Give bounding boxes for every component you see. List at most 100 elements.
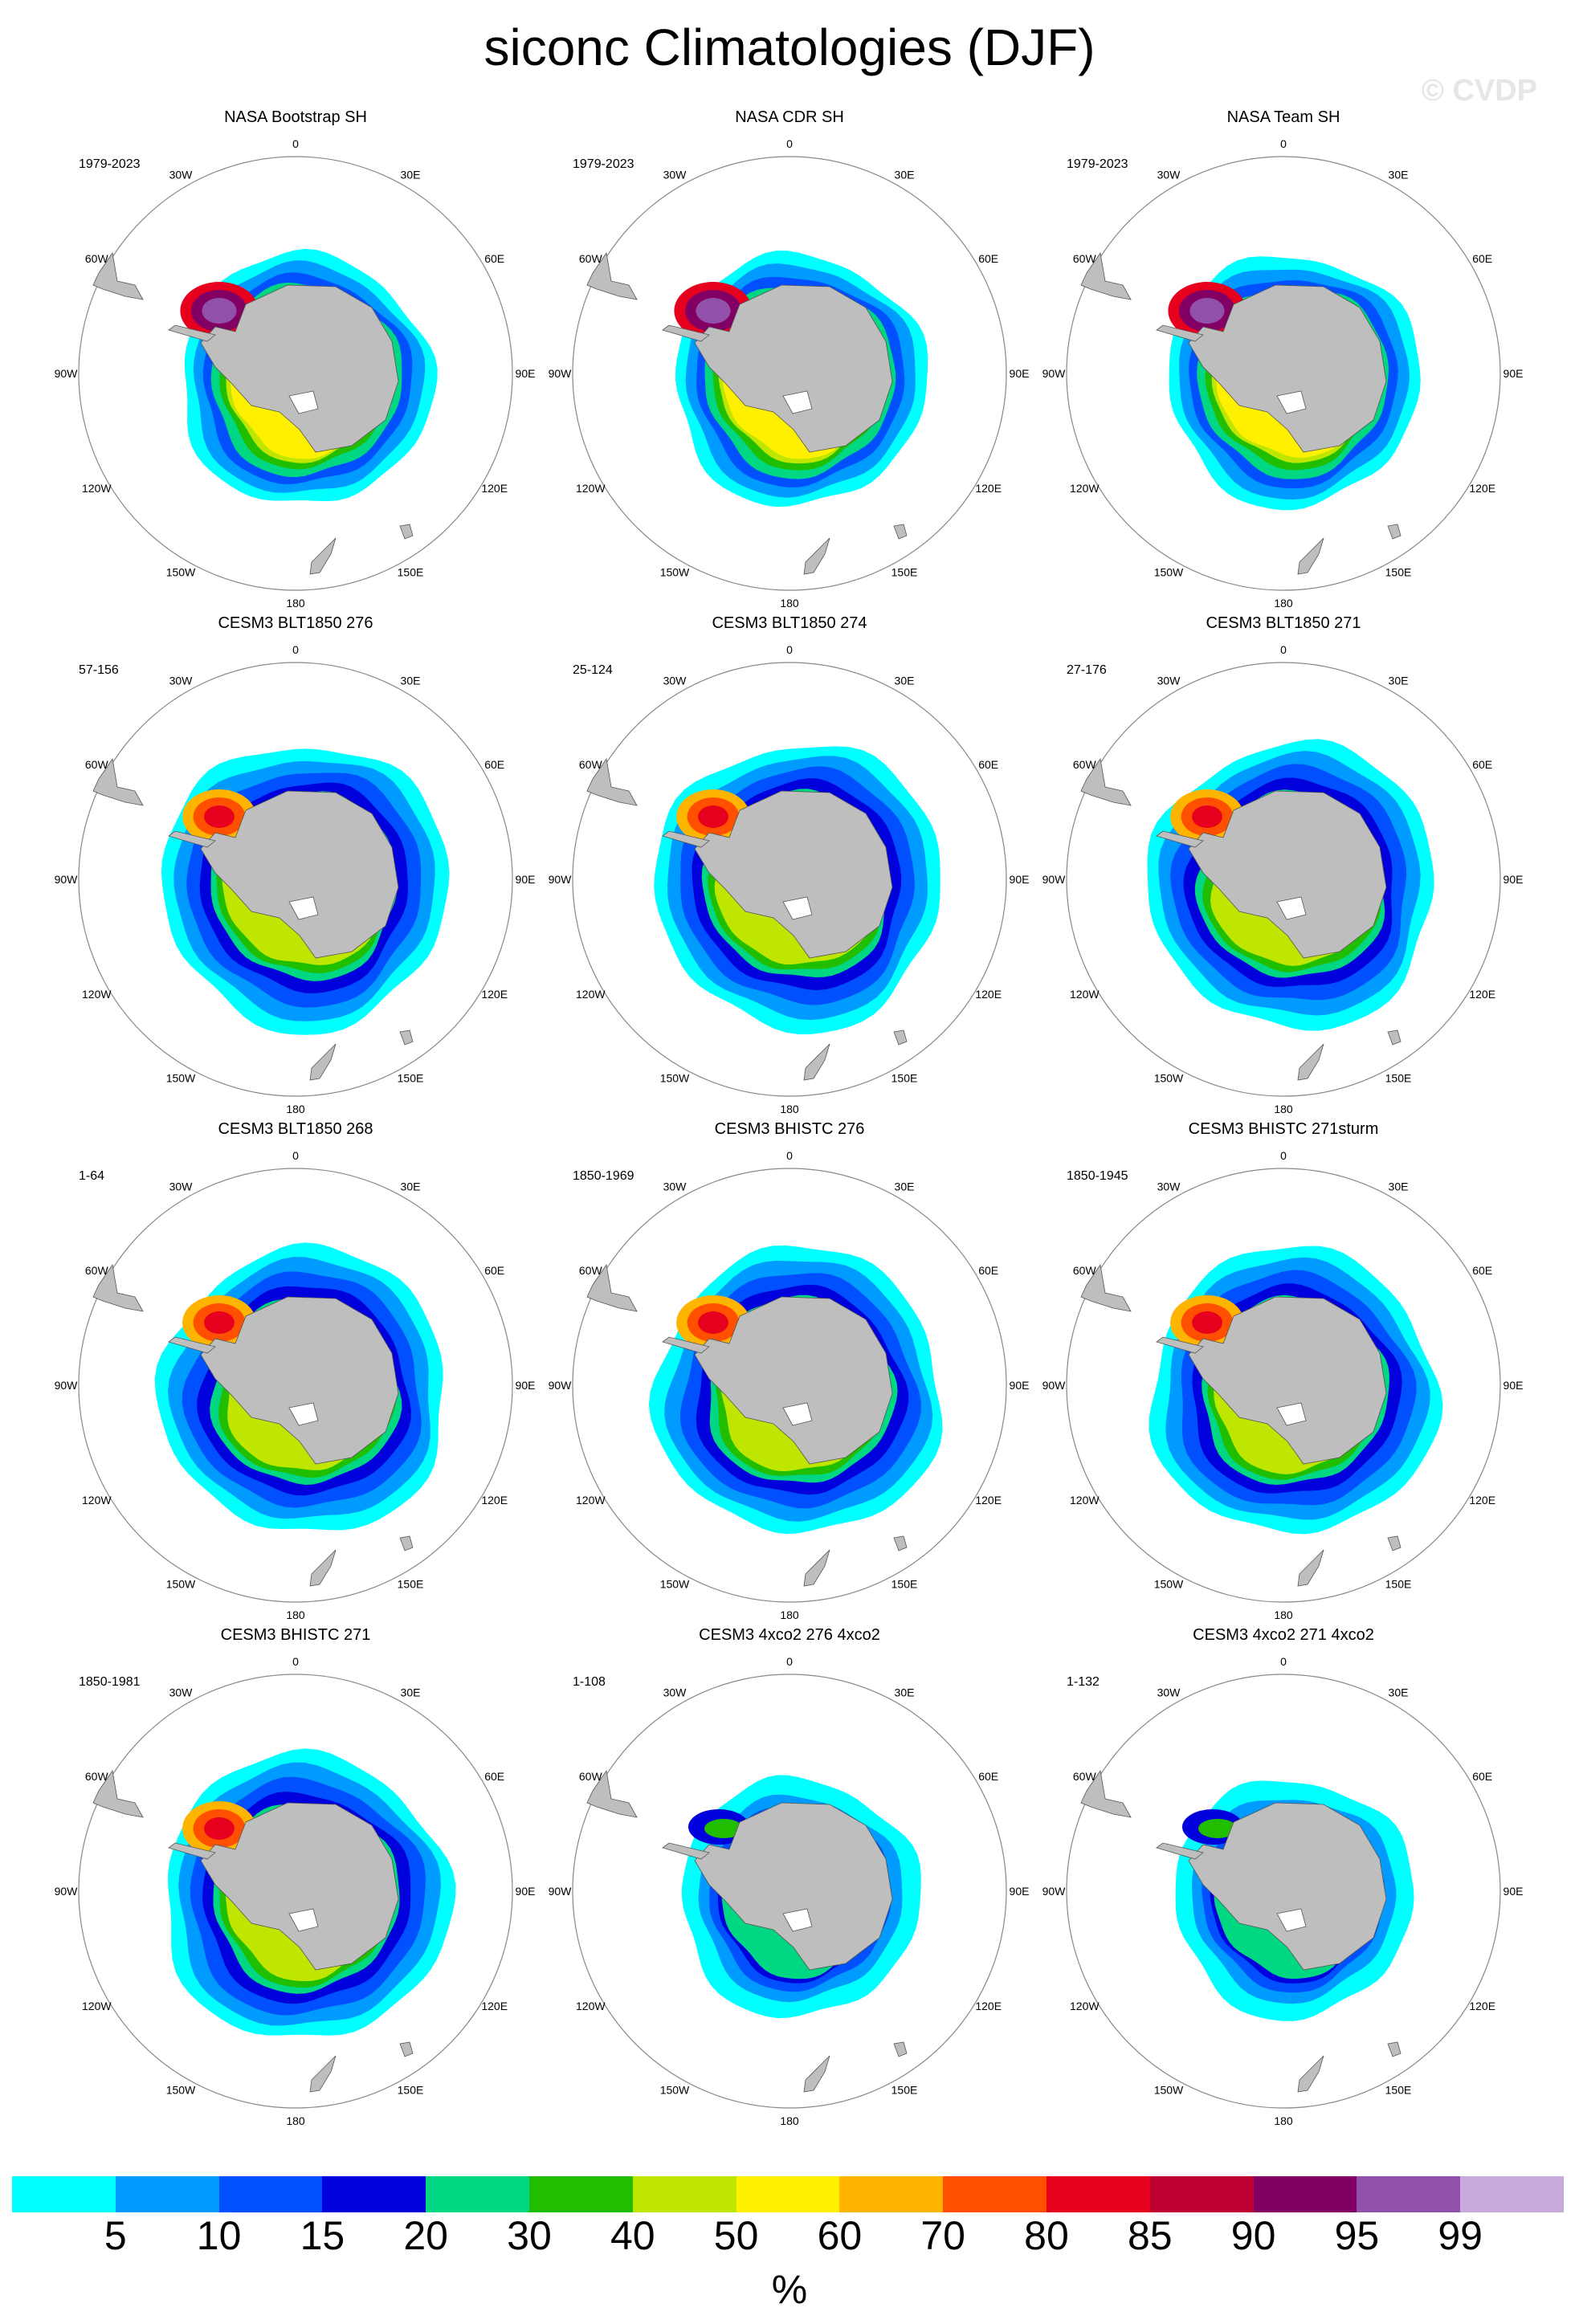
longitude-label: 120E (975, 988, 1002, 1001)
longitude-label: 30E (895, 1180, 915, 1193)
longitude-label: 60E (1472, 252, 1492, 265)
south-america (586, 1263, 638, 1312)
longitude-label: 90W (549, 1885, 573, 1898)
ross-ice-shelf (782, 1402, 813, 1426)
longitude-label: 180 (780, 1103, 799, 1115)
longitude-label: 180 (1274, 2114, 1293, 2127)
colorbar-swatch (943, 2176, 1047, 2212)
longitude-label: 30E (1389, 674, 1409, 687)
longitude-label: 120E (481, 988, 508, 1001)
longitude-label: 90E (1504, 873, 1524, 886)
longitude-label: 60E (484, 252, 504, 265)
weddell-ice-patch (1189, 298, 1225, 324)
longitude-label: 150W (166, 2084, 196, 2097)
longitude-label: 60W (579, 1264, 603, 1277)
longitude-label: 90W (1042, 1885, 1067, 1898)
longitude-label: 90W (1042, 367, 1067, 380)
longitude-label: 60W (85, 252, 109, 265)
weddell-ice-patch (698, 1311, 728, 1334)
longitude-label: 60E (484, 1264, 504, 1277)
longitude-label: 120E (481, 482, 508, 495)
longitude-label: 150W (166, 1072, 196, 1085)
weddell-ice-patch (704, 1819, 743, 1838)
longitude-label: 60E (1472, 1264, 1492, 1277)
colorbar-swatch (632, 2176, 736, 2212)
longitude-label: 90E (1010, 1379, 1030, 1392)
longitude-label: 90W (549, 1379, 573, 1392)
colorbar-tick-label: 90 (1230, 2213, 1276, 2258)
tasmania (893, 1535, 908, 1551)
longitude-label: 120W (1070, 482, 1100, 495)
longitude-label: 30W (663, 168, 687, 181)
longitude-label: 120W (82, 2000, 112, 2012)
longitude-label: 120E (481, 1494, 508, 1507)
longitude-label: 150W (660, 1072, 690, 1085)
weddell-ice-patch (204, 805, 235, 828)
longitude-label: 30W (663, 1686, 687, 1698)
south-america (92, 757, 144, 806)
colorbar-tick-label: 30 (507, 2213, 552, 2258)
longitude-label: 30W (1157, 674, 1181, 687)
longitude-label: 90E (516, 1379, 536, 1392)
polar-map: 0 30E 60E 90E 120E 150E 180 150W 120W 90W 60W 30W (549, 137, 1030, 610)
new-zealand (803, 2055, 830, 2093)
longitude-label: 60W (579, 252, 603, 265)
ross-ice-shelf (782, 390, 813, 414)
panel-years: 1850-1945 (1067, 1169, 1128, 1183)
longitude-label: 30E (1389, 1686, 1409, 1698)
longitude-label: 150E (398, 1072, 424, 1085)
colorbar-tick-label: 85 (1127, 2213, 1173, 2258)
polar-map: 0 30E 60E 90E 120E 150E 180 150W 120W 90W 60W 30W (549, 643, 1030, 1115)
longitude-label: 60E (978, 758, 998, 771)
longitude-label: 30W (169, 1180, 194, 1193)
new-zealand (309, 537, 337, 575)
polar-map: 0 30E 60E 90E 120E 150E 180 150W 120W 90W 60W 30W (1042, 1655, 1524, 2127)
colorbar-tick-label: 10 (196, 2213, 242, 2258)
cvdp-watermark: © CVDP (1421, 74, 1537, 108)
map-panel: CESM3 4xco2 276 4xco2 1-108 0 30E 60E 90E 120E… (541, 1626, 1038, 2140)
longitude-label: 120W (576, 482, 606, 495)
new-zealand (309, 1549, 337, 1587)
longitude-label: 150E (1385, 1578, 1412, 1591)
longitude-label: 120W (1070, 988, 1100, 1001)
antarctic-peninsula (1156, 1336, 1204, 1354)
longitude-label: 120E (975, 1494, 1002, 1507)
panel-title: CESM3 BLT1850 276 (218, 614, 373, 632)
south-america (1080, 251, 1132, 300)
longitude-label: 120E (1469, 2000, 1495, 2012)
longitude-label: 180 (286, 1608, 305, 1621)
ross-ice-shelf (782, 1908, 813, 1932)
longitude-label: 60E (978, 1264, 998, 1277)
colorbar-swatch (528, 2176, 633, 2212)
polar-map: 0 30E 60E 90E 120E 150E 180 150W 120W 90W 60W 30W (549, 1655, 1030, 2127)
longitude-label: 150E (892, 2084, 918, 2097)
tasmania (893, 1029, 908, 1046)
colorbar-tick-label: 95 (1334, 2213, 1380, 2258)
colorbar-tick-label: 60 (817, 2213, 863, 2258)
longitude-label: 150E (1385, 1072, 1412, 1085)
colorbar-swatch (218, 2176, 323, 2212)
new-zealand (309, 2055, 337, 2093)
longitude-label: 30W (1157, 168, 1181, 181)
longitude-label: 90W (1042, 873, 1067, 886)
longitude-label: 120E (1469, 988, 1495, 1001)
longitude-label: 60W (1073, 1264, 1097, 1277)
longitude-label: 90E (1010, 1885, 1030, 1898)
longitude-label: 60E (1472, 1770, 1492, 1783)
south-america (1080, 1769, 1132, 1818)
polar-map: 0 30E 60E 90E 120E 150E 180 150W 120W 90W 60W 30W (549, 1149, 1030, 1621)
longitude-label: 0 (292, 137, 299, 150)
longitude-label: 180 (1274, 1103, 1293, 1115)
map-panel: NASA CDR SH 1979-2023 0 30E 60E 90E 120E 150E 18… (541, 108, 1038, 622)
panel-title: CESM3 BHISTC 271 (220, 1626, 371, 1644)
south-america (92, 251, 144, 300)
longitude-label: 90W (55, 873, 79, 886)
ross-ice-shelf (1276, 390, 1307, 414)
longitude-label: 90E (1504, 1379, 1524, 1392)
longitude-label: 150E (398, 566, 424, 579)
panel-years: 1-64 (79, 1169, 105, 1183)
tasmania (1387, 1029, 1402, 1046)
longitude-label: 120W (576, 1494, 606, 1507)
colorbar-units: % (771, 2267, 808, 2312)
tasmania (399, 1535, 414, 1551)
